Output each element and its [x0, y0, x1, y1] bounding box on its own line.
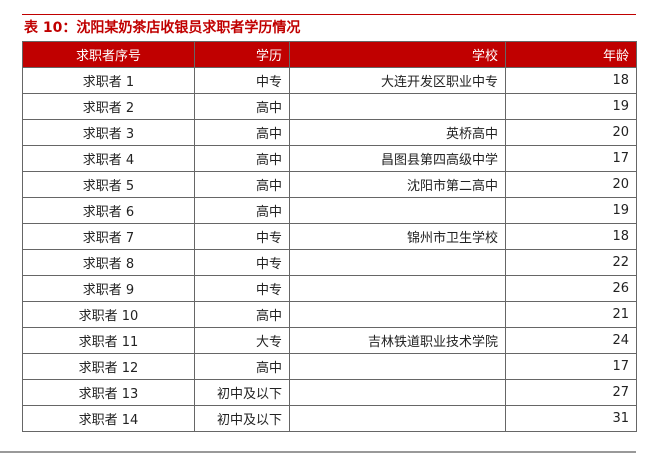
cell-education: 中专: [194, 275, 290, 302]
cell-id: 求职者 2: [22, 93, 195, 120]
cell-education: 初中及以下: [194, 405, 290, 432]
cell-education: 初中及以下: [194, 379, 290, 406]
cell-school: [289, 93, 506, 120]
table-row: 求职者 12 高中 17: [22, 353, 637, 380]
table-row: 求职者 6 高中 19: [22, 197, 637, 224]
cell-education: 中专: [194, 67, 290, 94]
cell-school: [289, 379, 506, 406]
cell-education: 高中: [194, 93, 290, 120]
table-row: 求职者 13 初中及以下 27: [22, 379, 637, 406]
applicants-table: 求职者序号 学历 学校 年龄 求职者 1 中专 大连开发区职业中专 18 求职者 2 高中…: [22, 41, 637, 432]
cell-age: 21: [505, 301, 637, 328]
cell-school: 昌图县第四高级中学: [289, 145, 506, 172]
cell-school: [289, 405, 506, 432]
header-education: 学历: [194, 41, 290, 68]
cell-id: 求职者 13: [22, 379, 195, 406]
cell-education: 高中: [194, 301, 290, 328]
cell-education: 高中: [194, 171, 290, 198]
cell-age: 20: [505, 171, 637, 198]
cell-id: 求职者 9: [22, 275, 195, 302]
cell-school: 锦州市卫生学校: [289, 223, 506, 250]
table-row: 求职者 7 中专 锦州市卫生学校 18: [22, 223, 637, 250]
header-age: 年龄: [505, 41, 637, 68]
table-row: 求职者 1 中专 大连开发区职业中专 18: [22, 67, 637, 94]
cell-school: 沈阳市第二高中: [289, 171, 506, 198]
cell-education: 高中: [194, 119, 290, 146]
cell-id: 求职者 12: [22, 353, 195, 380]
table-header-row: 求职者序号 学历 学校 年龄: [22, 41, 637, 68]
cell-id: 求职者 8: [22, 249, 195, 276]
cell-education: 大专: [194, 327, 290, 354]
cell-id: 求职者 7: [22, 223, 195, 250]
cell-education: 中专: [194, 223, 290, 250]
cell-age: 18: [505, 223, 637, 250]
cell-id: 求职者 11: [22, 327, 195, 354]
cell-id: 求职者 3: [22, 119, 195, 146]
table-row: 求职者 2 高中 19: [22, 93, 637, 120]
table-row: 求职者 11 大专 吉林铁道职业技术学院 24: [22, 327, 637, 354]
cell-school: [289, 353, 506, 380]
header-id: 求职者序号: [22, 41, 195, 68]
cell-education: 高中: [194, 197, 290, 224]
table-row: 求职者 14 初中及以下 31: [22, 405, 637, 432]
cell-education: 高中: [194, 145, 290, 172]
cell-education: 高中: [194, 353, 290, 380]
cell-id: 求职者 10: [22, 301, 195, 328]
cell-id: 求职者 1: [22, 67, 195, 94]
cell-age: 20: [505, 119, 637, 146]
cell-age: 17: [505, 145, 637, 172]
cell-age: 22: [505, 249, 637, 276]
table-row: 求职者 4 高中 昌图县第四高级中学 17: [22, 145, 637, 172]
table-row: 求职者 5 高中 沈阳市第二高中 20: [22, 171, 637, 198]
cell-age: 24: [505, 327, 637, 354]
title-rule: [22, 14, 636, 15]
bottom-rule: [0, 451, 636, 453]
table-row: 求职者 3 高中 英桥高中 20: [22, 119, 637, 146]
header-school: 学校: [289, 41, 506, 68]
table-row: 求职者 9 中专 26: [22, 275, 637, 302]
table-row: 求职者 10 高中 21: [22, 301, 637, 328]
cell-age: 26: [505, 275, 637, 302]
cell-age: 18: [505, 67, 637, 94]
cell-age: 17: [505, 353, 637, 380]
cell-id: 求职者 5: [22, 171, 195, 198]
cell-id: 求职者 6: [22, 197, 195, 224]
table-row: 求职者 8 中专 22: [22, 249, 637, 276]
cell-school: [289, 197, 506, 224]
cell-age: 19: [505, 93, 637, 120]
cell-id: 求职者 4: [22, 145, 195, 172]
cell-school: 吉林铁道职业技术学院: [289, 327, 506, 354]
cell-school: 大连开发区职业中专: [289, 67, 506, 94]
cell-school: [289, 275, 506, 302]
cell-school: [289, 301, 506, 328]
cell-education: 中专: [194, 249, 290, 276]
cell-age: 27: [505, 379, 637, 406]
cell-age: 19: [505, 197, 637, 224]
cell-id: 求职者 14: [22, 405, 195, 432]
cell-school: [289, 249, 506, 276]
cell-age: 31: [505, 405, 637, 432]
cell-school: 英桥高中: [289, 119, 506, 146]
table-title: 表 10：沈阳某奶茶店收银员求职者学历情况: [24, 20, 301, 36]
